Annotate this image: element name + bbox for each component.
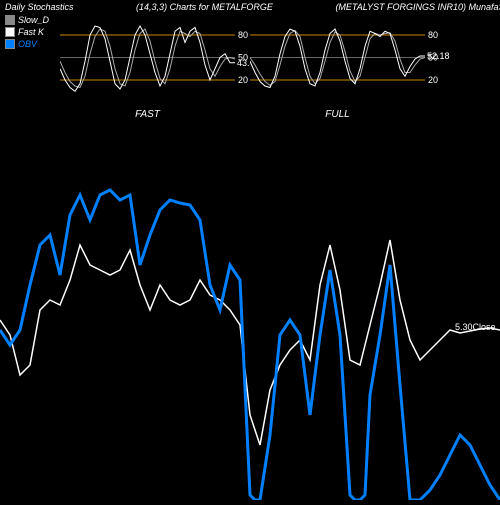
legend-slow-d: Slow_D [5, 14, 49, 26]
svg-text:80: 80 [428, 30, 438, 40]
full-svg: 20508052.18 [250, 20, 455, 100]
svg-text:43.48: 43.48 [237, 58, 250, 68]
legend-fast-k: Fast K [5, 26, 49, 38]
mini-chart-fast: 20508043.48 FAST [60, 20, 235, 105]
legend: Slow_D Fast K OBV [5, 14, 49, 50]
svg-text:20: 20 [238, 75, 248, 85]
chart-container: Daily Stochastics (14,3,3) Charts for ME… [0, 0, 500, 500]
title-left: Daily Stochastics [5, 2, 74, 12]
svg-text:5.30Close: 5.30Close [455, 322, 496, 332]
mini-charts-row: 20508043.48 FAST 20508052.18 FULL [60, 20, 425, 105]
svg-text:20: 20 [428, 75, 438, 85]
legend-obv: OBV [5, 38, 49, 50]
title-right: (METALYST FORGINGS INR10) MunafaSutra.co… [335, 2, 500, 12]
chart-header: Daily Stochastics (14,3,3) Charts for ME… [5, 2, 495, 12]
fast-svg: 20508043.48 [60, 20, 250, 100]
title-params: (14,3,3) Charts for METALFORGE [136, 2, 273, 12]
legend-label-obv: OBV [18, 38, 37, 50]
fast-label: FAST [60, 109, 235, 120]
svg-text:80: 80 [238, 30, 248, 40]
legend-label-slow-d: Slow_D [18, 14, 49, 26]
legend-box-fast-k [5, 27, 15, 37]
full-label: FULL [250, 109, 425, 120]
legend-label-fast-k: Fast K [18, 26, 44, 38]
svg-text:52.18: 52.18 [427, 51, 450, 61]
legend-box-slow-d [5, 15, 15, 25]
main-svg: 5.30Close [0, 135, 500, 500]
main-chart: 5.30Close [0, 135, 500, 500]
legend-box-obv [5, 39, 15, 49]
mini-chart-full: 20508052.18 FULL [250, 20, 425, 105]
